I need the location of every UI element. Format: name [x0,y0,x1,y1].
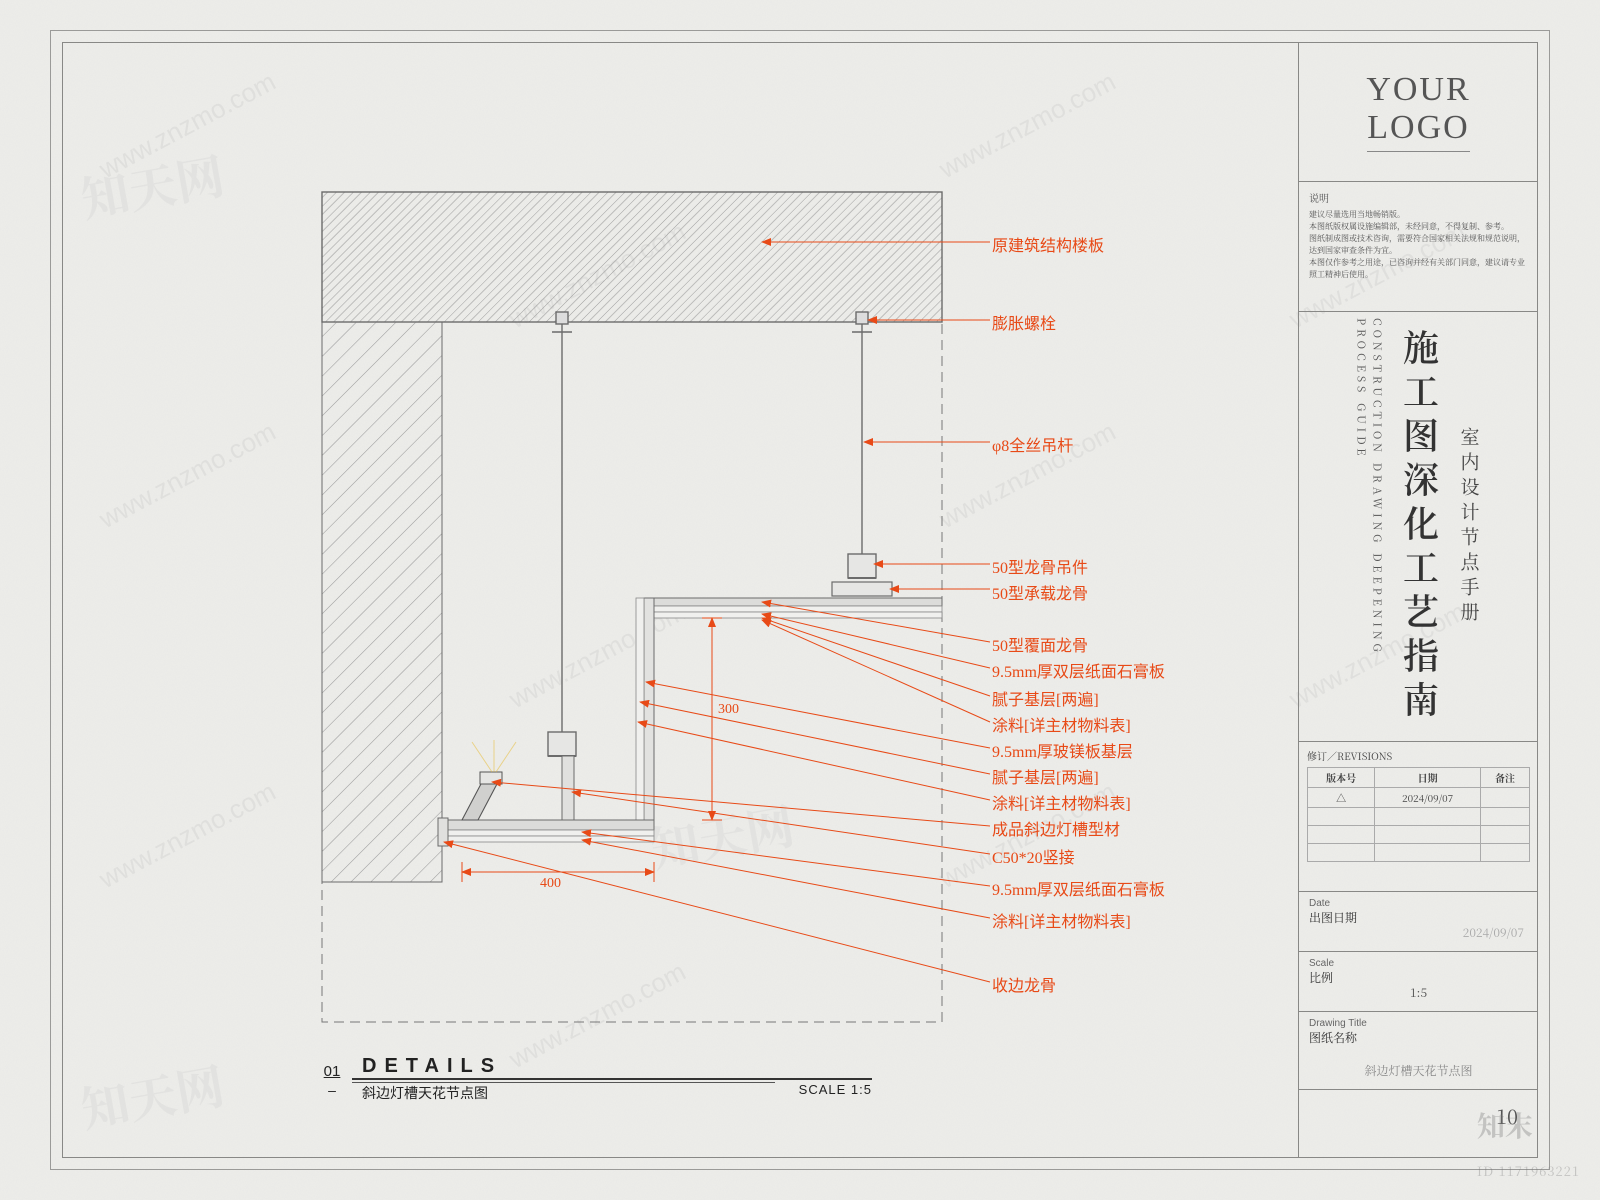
rev-sym: △ [1308,788,1375,808]
annot-brace: C50*20竖接 [992,844,1075,868]
scale-row: Scale 比例 1:5 [1299,952,1538,1012]
annot-edgekeel: 收边龙骨 [992,972,1056,996]
cove-profile [462,782,498,820]
annot-rod: φ8全丝吊杆 [992,432,1073,456]
edge-keel [438,818,448,846]
structural-slab [322,192,942,322]
dim-300 [702,618,722,820]
scale-val: 1:5 [1299,984,1538,1001]
annot-furring: 50型覆面龙骨 [992,632,1088,656]
annot-carrier: 50型承载龙骨 [992,580,1088,604]
scale-en: Scale [1309,958,1528,969]
annot-putty2: 腻子基层[两遍] [992,764,1099,788]
annot-gypsum1: 9.5mm厚双层纸面石膏板 [992,658,1165,682]
wall-hatch [322,322,442,882]
vtitle-en: CONSTRUCTION DRAWING DEEPENING PROCESS G… [1354,318,1386,735]
annot-slab: 原建筑结构楼板 [992,232,1104,256]
logo-line2: LOGO [1367,109,1469,152]
rev-h1: 日期 [1375,768,1481,788]
rev-h0: 版本号 [1308,768,1375,788]
vtitle-big: 施工图深化工艺指南 [1396,329,1447,725]
notes-body: 建议尽量选用当地畅销版。 本图纸版权属设施编辑部，未经同意，不得复制、参考。 图… [1309,209,1528,281]
title-en: Drawing Title [1309,1018,1528,1029]
title-row: Drawing Title 图纸名称 斜边灯槽天花节点图 [1299,1012,1538,1090]
carrier-keel [832,582,892,596]
revisions-table: 版本号 日期 备注 △2024/09/07 [1307,767,1530,862]
notes-title: 说明 [1309,190,1528,205]
dim-300-label: 300 [718,702,739,718]
detail-number: 01 [312,1063,352,1080]
date-val: 2024/09/07 [1463,924,1524,941]
annot-gypsum2: 9.5mm厚双层纸面石膏板 [992,876,1165,900]
date-en: Date [1309,898,1528,909]
hanger-rod-left [548,312,576,756]
rev-date: 2024/09/07 [1375,788,1481,808]
title-cn: 图纸名称 [1309,1029,1528,1046]
detail-scale: SCALE 1:5 [775,1082,872,1103]
annot-mgo: 9.5mm厚玻镁板基层 [992,738,1133,762]
detail-heading: DETAILS [352,1055,872,1080]
detail-dash: – [312,1082,352,1103]
annot-paint3: 涂料[详主材物料表] [992,908,1131,932]
hanger-rod-right [848,312,876,578]
annot-hanger: 50型龙骨吊件 [992,554,1088,578]
vtitle-sub: 室内设计节点手册 [1457,427,1484,627]
rev-label: 修订／REVISIONS [1307,748,1530,763]
logo-line1: YOUR [1366,71,1470,109]
title-block: YOUR LOGO 说明 建议尽量选用当地畅销版。 本图纸版权属设施编辑部，未经… [1298,42,1538,1158]
annot-bolt: 膨胀螺栓 [992,310,1056,334]
notes-box: 说明 建议尽量选用当地畅销版。 本图纸版权属设施编辑部，未经同意，不得复制、参考… [1299,182,1538,312]
date-row: Date 出图日期 2024/09/07 [1299,892,1538,952]
title-val: 斜边灯槽天花节点图 [1299,1062,1538,1079]
vertical-drop [636,598,654,828]
detail-name: 斜边灯槽天花节点图 [352,1082,775,1103]
annot-putty1: 腻子基层[两遍] [992,686,1099,710]
rev-h2: 备注 [1480,768,1529,788]
annot-paint1: 涂料[详主材物料表] [992,712,1131,736]
drawing-title-block: 01 DETAILS – 斜边灯槽天花节点图 SCALE 1:5 [312,1066,872,1103]
dim-400-label: 400 [540,876,561,892]
logo-box: YOUR LOGO [1299,42,1538,182]
revisions-box: 修订／REVISIONS 版本号 日期 备注 △2024/09/07 [1299,742,1538,892]
section-drawing [62,42,1298,1158]
annot-paint2: 涂料[详主材物料表] [992,790,1131,814]
vertical-title: CONSTRUCTION DRAWING DEEPENING PROCESS G… [1299,312,1538,742]
annot-cove: 成品斜边灯槽型材 [992,816,1120,840]
drawing-area: 原建筑结构楼板 膨胀螺栓 φ8全丝吊杆 50型龙骨吊件 50型承载龙骨 50型覆… [62,42,1298,1158]
corner-watermark: 知末ID 1171963221 [1477,1105,1580,1185]
